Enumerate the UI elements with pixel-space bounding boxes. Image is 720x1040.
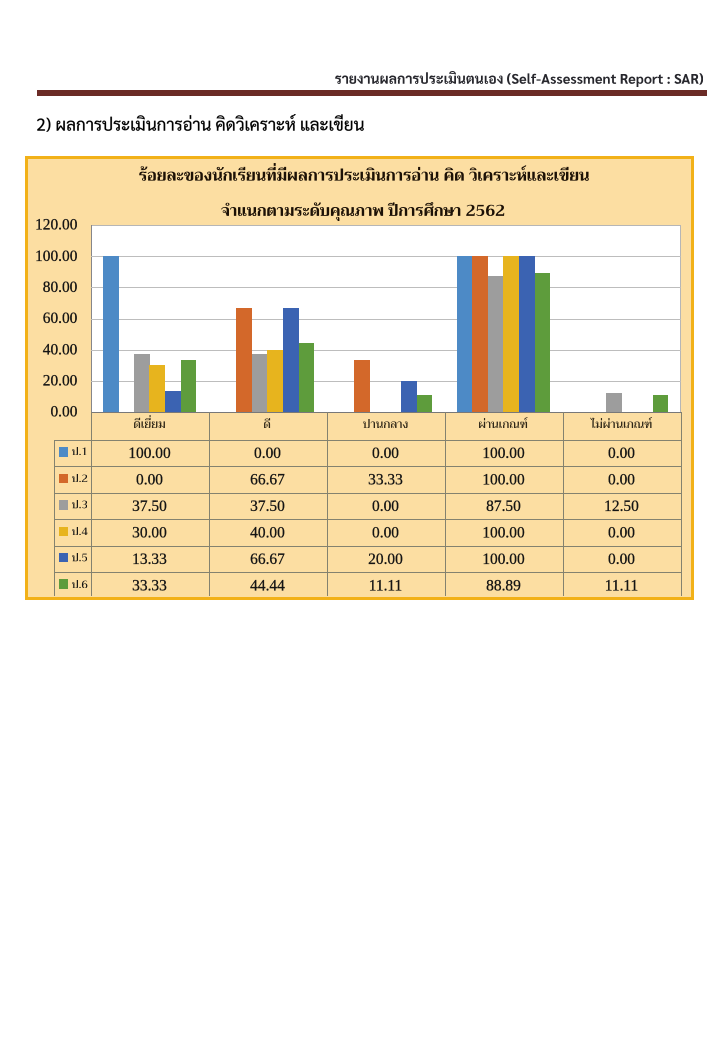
svg-text:40.00: 40.00: [43, 341, 78, 358]
svg-text:30.00: 30.00: [132, 524, 167, 541]
svg-text:80.00: 80.00: [43, 279, 78, 296]
svg-text:20.00: 20.00: [368, 551, 403, 568]
svg-text:37.50: 37.50: [132, 498, 167, 515]
svg-text:100.00: 100.00: [482, 472, 525, 489]
svg-text:100.00: 100.00: [482, 445, 525, 462]
svg-text:100.00: 100.00: [128, 445, 171, 462]
svg-text:0.00: 0.00: [372, 498, 399, 515]
svg-text:11.11: 11.11: [605, 577, 639, 594]
svg-text:0.00: 0.00: [608, 524, 635, 541]
svg-text:13.33: 13.33: [132, 551, 167, 568]
svg-text:66.67: 66.67: [250, 551, 285, 568]
svg-text:20.00: 20.00: [43, 372, 78, 389]
svg-text:100.00: 100.00: [482, 551, 525, 568]
svg-text:44.44: 44.44: [250, 577, 285, 594]
svg-text:33.33: 33.33: [368, 472, 403, 489]
svg-text:120.00: 120.00: [35, 217, 78, 234]
svg-text:0.00: 0.00: [50, 404, 77, 421]
svg-text:0.00: 0.00: [254, 445, 281, 462]
svg-text:0.00: 0.00: [372, 445, 399, 462]
svg-text:11.11: 11.11: [369, 577, 403, 594]
svg-text:0.00: 0.00: [372, 524, 399, 541]
svg-text:33.33: 33.33: [132, 577, 167, 594]
svg-text:87.50: 87.50: [486, 498, 521, 515]
svg-text:88.89: 88.89: [486, 577, 521, 594]
svg-text:37.50: 37.50: [250, 498, 285, 515]
svg-text:0.00: 0.00: [608, 551, 635, 568]
svg-text:12.50: 12.50: [604, 498, 639, 515]
svg-text:60.00: 60.00: [43, 310, 78, 327]
svg-text:0.00: 0.00: [136, 472, 163, 489]
svg-text:100.00: 100.00: [482, 524, 525, 541]
svg-text:100.00: 100.00: [35, 248, 78, 265]
svg-text:0.00: 0.00: [608, 472, 635, 489]
svg-text:66.67: 66.67: [250, 472, 285, 489]
svg-text:40.00: 40.00: [250, 524, 285, 541]
svg-text:0.00: 0.00: [608, 445, 635, 462]
